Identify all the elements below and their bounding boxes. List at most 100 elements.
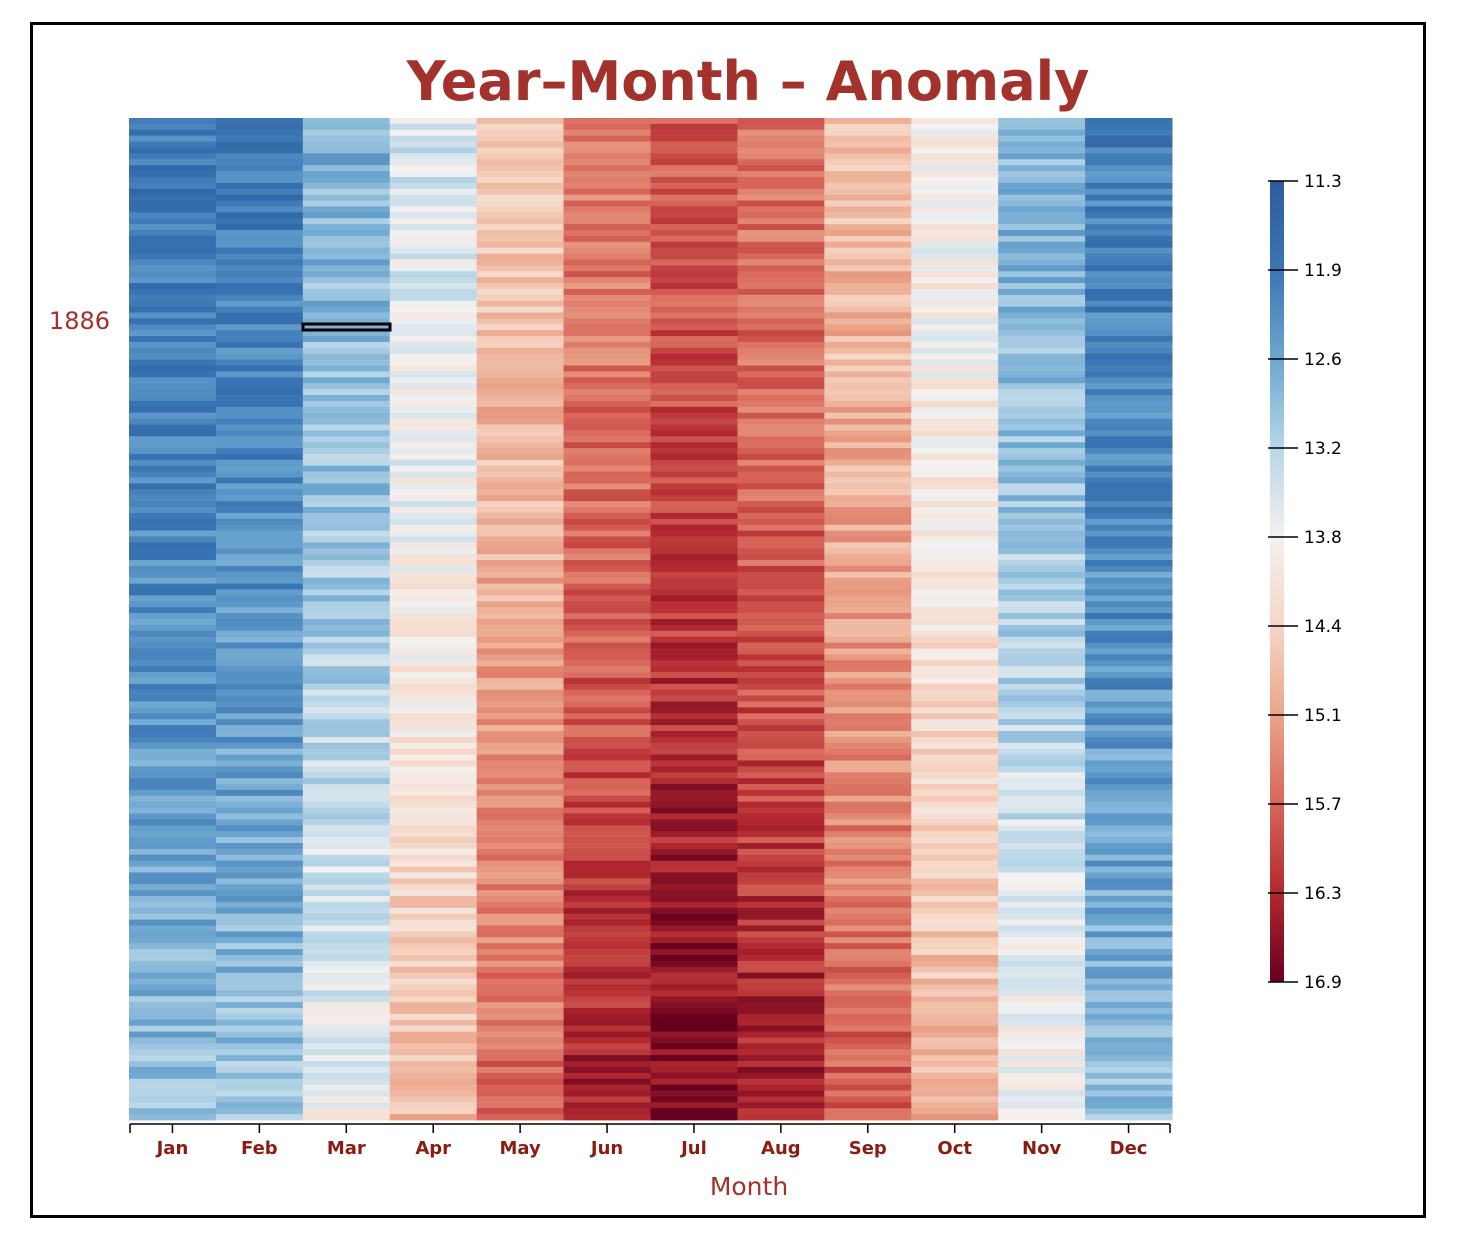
heatmap-cell[interactable] <box>737 465 825 473</box>
heatmap-cell[interactable] <box>129 949 217 956</box>
heatmap-cell[interactable] <box>215 1049 304 1056</box>
heatmap-cell[interactable] <box>998 636 1086 643</box>
heatmap-cell[interactable] <box>998 789 1086 797</box>
heatmap-cell[interactable] <box>650 801 738 809</box>
heatmap-cell[interactable] <box>650 365 738 372</box>
heatmap-cell[interactable] <box>476 365 565 372</box>
heatmap-cell[interactable] <box>563 188 651 196</box>
heatmap-cell[interactable] <box>389 336 478 343</box>
heatmap-cell[interactable] <box>911 283 999 290</box>
heatmap-cell[interactable] <box>476 925 565 932</box>
heatmap-cell[interactable] <box>215 984 304 991</box>
heatmap-cell[interactable] <box>1085 825 1173 832</box>
heatmap-cell[interactable] <box>998 677 1086 685</box>
heatmap-cell[interactable] <box>302 813 391 820</box>
heatmap-cell[interactable] <box>998 896 1086 903</box>
heatmap-cell[interactable] <box>911 424 999 431</box>
heatmap-cell[interactable] <box>650 842 738 850</box>
heatmap-cell[interactable] <box>215 1078 304 1086</box>
heatmap-cell[interactable] <box>215 318 304 325</box>
heatmap-cell[interactable] <box>563 377 651 384</box>
heatmap-cell[interactable] <box>737 306 825 313</box>
heatmap-cell[interactable] <box>302 1114 391 1121</box>
heatmap-cell[interactable] <box>476 624 565 632</box>
heatmap-cell[interactable] <box>1085 306 1173 313</box>
heatmap-cell[interactable] <box>302 147 391 154</box>
heatmap-cell[interactable] <box>389 1090 478 1097</box>
heatmap-cell[interactable] <box>1085 194 1173 201</box>
heatmap-cell[interactable] <box>215 736 304 744</box>
heatmap-cell[interactable] <box>476 725 565 732</box>
heatmap-cell[interactable] <box>998 141 1086 148</box>
heatmap-cell[interactable] <box>563 353 651 361</box>
heatmap-cell[interactable] <box>911 294 999 302</box>
heatmap-cell[interactable] <box>302 589 391 596</box>
heatmap-cell[interactable] <box>737 784 825 791</box>
heatmap-cell[interactable] <box>302 1043 391 1050</box>
heatmap-cell[interactable] <box>129 471 217 478</box>
heatmap-cell[interactable] <box>824 448 912 455</box>
heatmap-cell[interactable] <box>129 182 217 190</box>
heatmap-cell[interactable] <box>650 448 738 455</box>
heatmap-cell[interactable] <box>129 943 217 950</box>
heatmap-cell[interactable] <box>911 819 999 826</box>
heatmap-cell[interactable] <box>998 235 1086 243</box>
heatmap-cell[interactable] <box>824 583 912 590</box>
heatmap-cell[interactable] <box>650 854 738 862</box>
heatmap-cell[interactable] <box>215 165 304 172</box>
heatmap-cell[interactable] <box>911 277 999 284</box>
heatmap-cell[interactable] <box>129 406 217 414</box>
heatmap-cell[interactable] <box>650 1037 738 1044</box>
heatmap-cell[interactable] <box>998 542 1086 549</box>
heatmap-cell[interactable] <box>911 1037 999 1044</box>
heatmap-cell[interactable] <box>476 760 565 767</box>
heatmap-cell[interactable] <box>389 789 478 797</box>
heatmap-cell[interactable] <box>129 259 217 266</box>
heatmap-cell[interactable] <box>215 147 304 154</box>
heatmap-cell[interactable] <box>476 430 565 437</box>
heatmap-cell[interactable] <box>215 288 304 296</box>
heatmap-cell[interactable] <box>650 837 738 844</box>
heatmap-cell[interactable] <box>1085 1114 1173 1121</box>
heatmap-cell[interactable] <box>1085 949 1173 956</box>
heatmap-cell[interactable] <box>476 206 565 213</box>
heatmap-cell[interactable] <box>389 890 478 897</box>
heatmap-cell[interactable] <box>737 206 825 213</box>
heatmap-cell[interactable] <box>998 218 1086 225</box>
heatmap-cell[interactable] <box>998 424 1086 431</box>
heatmap-cell[interactable] <box>650 613 738 620</box>
heatmap-cell[interactable] <box>389 247 478 254</box>
heatmap-cell[interactable] <box>389 1031 478 1038</box>
heatmap-cell[interactable] <box>302 1096 391 1103</box>
heatmap-cell[interactable] <box>911 913 999 920</box>
heatmap-cell[interactable] <box>824 188 912 196</box>
heatmap-cell[interactable] <box>476 949 565 956</box>
heatmap-cell[interactable] <box>998 943 1086 950</box>
heatmap-cell[interactable] <box>476 601 565 608</box>
heatmap-cell[interactable] <box>998 501 1086 508</box>
heatmap-cell[interactable] <box>129 424 217 431</box>
heatmap-cell[interactable] <box>302 141 391 148</box>
heatmap-cell[interactable] <box>911 448 999 455</box>
heatmap-cell[interactable] <box>911 854 999 862</box>
heatmap-cell[interactable] <box>129 907 217 915</box>
heatmap-cell[interactable] <box>998 436 1086 443</box>
heatmap-cell[interactable] <box>129 330 217 337</box>
heatmap-cell[interactable] <box>998 907 1086 915</box>
heatmap-cell[interactable] <box>563 565 651 573</box>
heatmap-cell[interactable] <box>1085 984 1173 991</box>
heatmap-cell[interactable] <box>737 913 825 920</box>
heatmap-cell[interactable] <box>911 241 999 249</box>
heatmap-cell[interactable] <box>563 583 651 590</box>
heatmap-cell[interactable] <box>998 477 1086 484</box>
heatmap-cell[interactable] <box>998 1043 1086 1050</box>
heatmap-cell[interactable] <box>1085 224 1173 231</box>
heatmap-cell[interactable] <box>302 683 391 691</box>
heatmap-cell[interactable] <box>563 554 651 561</box>
heatmap-cell[interactable] <box>911 772 999 779</box>
heatmap-cell[interactable] <box>911 1096 999 1103</box>
heatmap-cell[interactable] <box>129 689 217 697</box>
heatmap-cell[interactable] <box>129 548 217 555</box>
heatmap-cell[interactable] <box>1085 400 1173 408</box>
heatmap-cell[interactable] <box>302 848 391 856</box>
